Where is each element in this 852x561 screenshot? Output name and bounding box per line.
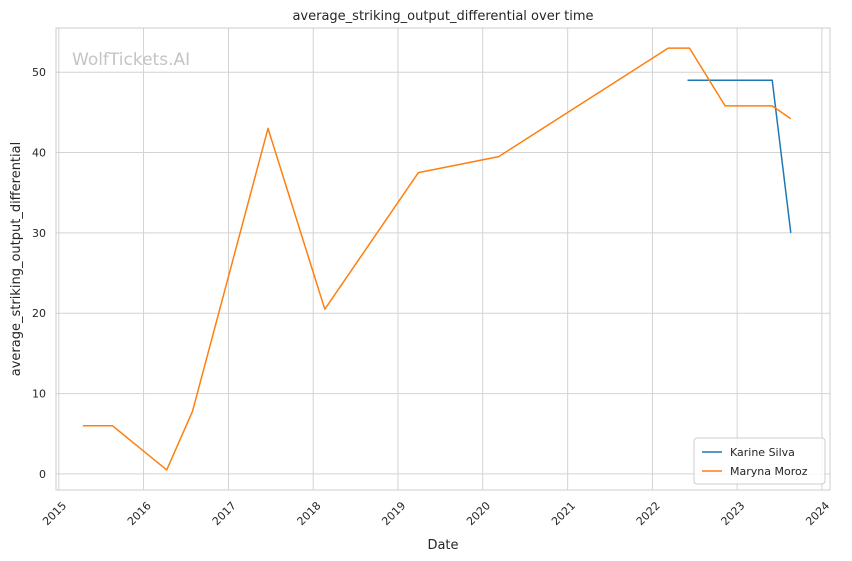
legend-label: Karine Silva — [730, 446, 795, 459]
x-tick-label: 2016 — [125, 499, 154, 528]
x-tick-label: 2020 — [464, 499, 493, 528]
series-line-maryna-moroz — [82, 47, 792, 471]
plot-area-frame — [55, 27, 831, 491]
y-tick-label: 50 — [32, 66, 46, 79]
y-tick-label: 40 — [32, 147, 46, 160]
x-tick-label: 2021 — [549, 499, 578, 528]
y-tick-label: 10 — [32, 388, 46, 401]
y-tick-label: 0 — [39, 468, 46, 481]
x-tick-label: 2022 — [634, 499, 663, 528]
series-line-karine-silva — [687, 79, 792, 233]
x-axis-ticks: 2015 2016 2017 2018 2019 2020 2021 2022 2023 2024 — [40, 499, 832, 528]
legend-label: Maryna Moroz — [730, 465, 808, 478]
x-tick-label: 2024 — [803, 499, 832, 528]
y-tick-label: 20 — [32, 307, 46, 320]
y-axis-label: average_striking_output_differential — [9, 142, 24, 376]
legend: Karine Silva Maryna Moroz — [693, 437, 826, 485]
x-tick-label: 2019 — [379, 499, 408, 528]
x-tick-label: 2018 — [295, 499, 324, 528]
x-tick-label: 2023 — [719, 499, 748, 528]
x-tick-label: 2015 — [40, 499, 69, 528]
watermark-text: WolfTickets.AI — [72, 50, 190, 70]
chart-title: average_striking_output_differential ove… — [292, 9, 593, 24]
legend-box — [693, 437, 826, 485]
y-tick-label: 30 — [32, 227, 46, 240]
y-axis-ticks: 0 10 20 30 40 50 — [32, 66, 46, 481]
gridlines — [56, 28, 830, 490]
series-layer — [82, 47, 792, 471]
x-tick-label: 2017 — [210, 499, 239, 528]
x-axis-label: Date — [427, 538, 458, 553]
